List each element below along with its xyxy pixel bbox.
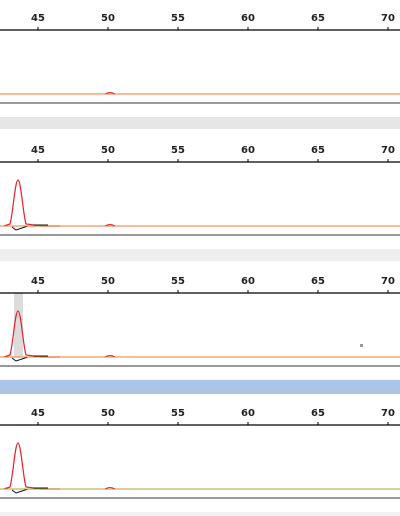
size-tick-label: 55 xyxy=(171,145,185,156)
size-tick-label: 70 xyxy=(381,145,395,156)
size-tick-label: 60 xyxy=(241,145,255,156)
secondary-trace xyxy=(11,355,48,362)
size-tick-label: 50 xyxy=(101,13,115,24)
peak-trace xyxy=(3,442,60,490)
trace-panel: 45 50 55 60 65 70 xyxy=(0,276,400,394)
panel-separator xyxy=(0,117,400,129)
size-tick-label: 55 xyxy=(171,13,185,24)
size-tick-label: 50 xyxy=(101,408,115,419)
size-tick-label: 45 xyxy=(31,13,45,24)
size-tick-label: 45 xyxy=(31,276,45,287)
size-tick-label: 55 xyxy=(171,276,185,287)
size-tick-label: 60 xyxy=(241,276,255,287)
small-bump xyxy=(104,487,116,490)
panel-separator xyxy=(0,512,400,516)
peak-trace xyxy=(3,310,60,358)
panel-separator xyxy=(0,249,400,261)
trace-panel: 45 50 55 60 65 70 xyxy=(0,13,400,129)
size-tick-label: 45 xyxy=(31,408,45,419)
small-bump xyxy=(104,224,116,227)
size-tick-label: 50 xyxy=(101,145,115,156)
secondary-trace xyxy=(11,224,48,231)
size-tick-label: 45 xyxy=(31,145,45,156)
size-tick-label: 50 xyxy=(101,276,115,287)
size-tick-label: 65 xyxy=(311,276,325,287)
size-tick-label: 55 xyxy=(171,408,185,419)
trace-panel: 45 50 55 60 65 70 xyxy=(0,145,400,261)
small-bump xyxy=(104,355,116,358)
secondary-trace xyxy=(11,487,48,494)
size-tick-label: 70 xyxy=(381,13,395,24)
trace-panel: 45 50 55 60 65 70 xyxy=(0,408,400,516)
size-tick-label: 60 xyxy=(241,13,255,24)
panel-separator xyxy=(0,380,400,394)
size-tick-label: 70 xyxy=(381,276,395,287)
size-tick-label: 60 xyxy=(241,408,255,419)
size-tick-label: 65 xyxy=(311,13,325,24)
size-tick-label: 65 xyxy=(311,145,325,156)
size-tick-label: 65 xyxy=(311,408,325,419)
peak-trace xyxy=(3,179,60,227)
bin-highlight xyxy=(14,293,23,357)
marker-dot xyxy=(360,344,363,347)
size-tick-label: 70 xyxy=(381,408,395,419)
small-bump xyxy=(104,92,116,95)
